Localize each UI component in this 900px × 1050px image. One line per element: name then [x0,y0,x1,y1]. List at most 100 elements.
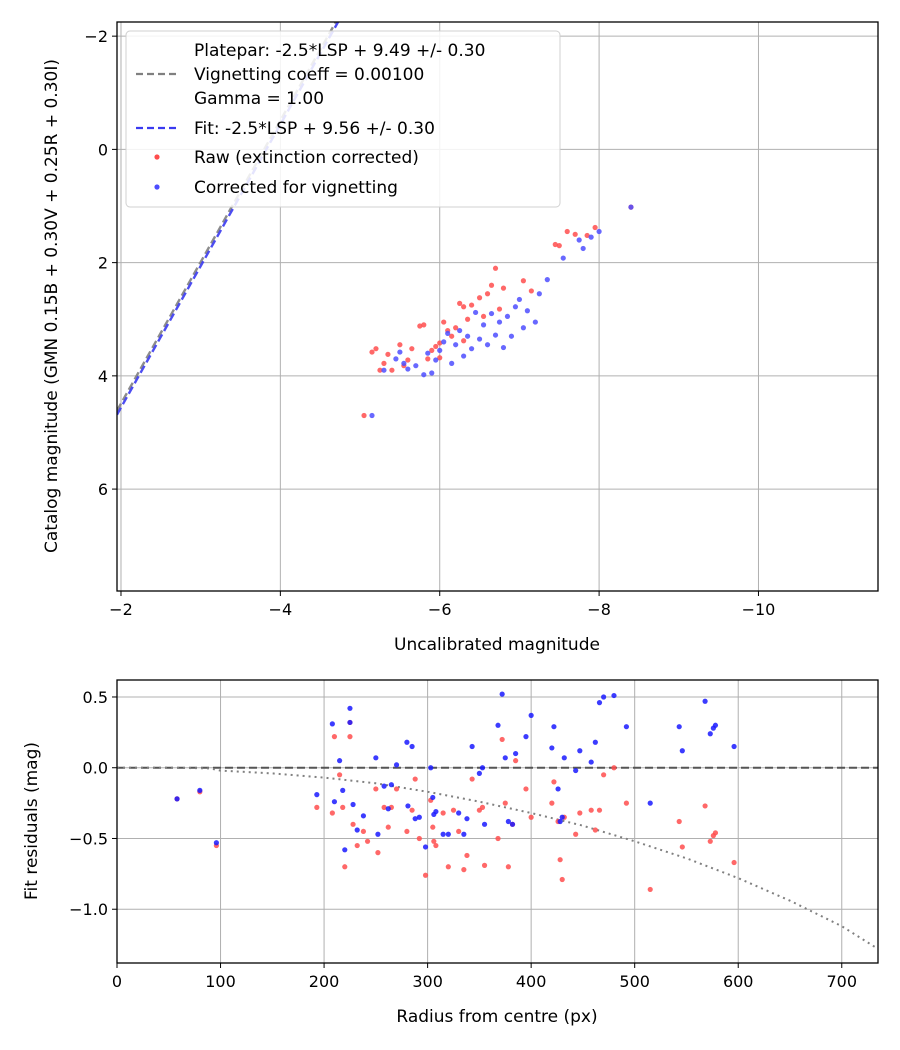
raw-extinction-corrected-point [528,814,534,820]
corrected-for-vignetting-point [174,796,180,802]
raw-extinction-corrected-point [381,804,387,810]
y-tick-label: 2 [98,254,108,273]
raw-extinction-corrected-point [479,804,486,810]
corrected-for-vignetting-point [551,724,557,730]
raw-extinction-corrected-point [416,835,422,842]
raw-extinction-corrected-point [676,818,682,825]
raw-extinction-corrected-point [409,346,415,352]
corrected-for-vignetting-point [495,722,501,728]
corrected-for-vignetting-point [350,801,356,808]
corrected-for-vignetting-point [557,818,563,825]
corrected-for-vignetting-point [488,310,495,317]
x-tick-label: −6 [428,600,452,619]
legend-corrected-label: Corrected for vignetting [194,178,398,198]
raw-extinction-corrected-point [445,864,451,870]
corrected-for-vignetting-point [479,765,486,771]
x-tick-label: 0 [112,972,122,991]
corrected-for-vignetting-point [647,800,653,806]
vignetting-curve [117,766,878,950]
x-tick-label: 700 [826,972,857,991]
raw-extinction-corrected-point [453,325,459,331]
corrected-for-vignetting-point [611,692,617,699]
legend-platepar-label: Platepar: -2.5*LSP + 9.49 +/- 0.30 [194,41,485,61]
raw-extinction-corrected-point [465,316,471,322]
x-tick-label: −2 [109,600,133,619]
raw-extinction-corrected-point [433,343,439,350]
corrected-for-vignetting-point [413,363,419,369]
corrected-for-vignetting-point [509,821,516,827]
top-scatter-points [361,204,634,419]
corrected-for-vignetting-point [342,847,348,853]
corrected-for-vignetting-point [461,353,467,359]
x-tick-label: 400 [516,972,547,991]
raw-extinction-corrected-point [377,367,383,373]
corrected-for-vignetting-point [601,694,607,700]
raw-extinction-corrected-point [461,304,467,310]
corrected-for-vignetting-point [422,844,429,850]
corrected-for-vignetting-point [416,814,422,820]
corrected-for-vignetting-point [580,245,586,252]
raw-extinction-corrected-point [528,288,534,294]
raw-extinction-corrected-point [354,842,360,849]
legend: Platepar: -2.5*LSP + 9.49 +/- 0.30 Vigne… [125,30,561,208]
raw-extinction-corrected-point [373,786,379,792]
raw-extinction-corrected-point [375,850,381,856]
raw-extinction-corrected-point [481,862,488,868]
corrected-for-vignetting-point [404,739,410,745]
raw-extinction-corrected-point [495,835,501,842]
raw-extinction-corrected-point [557,857,563,863]
corrected-for-vignetting-point [412,816,418,822]
corrected-for-vignetting-point [472,309,479,316]
bottom-lines [117,766,878,950]
legend-corrected-marker [154,184,160,190]
raw-extinction-corrected-point [369,349,375,355]
top-y-ticks: −2 0 2 4 6 [84,27,117,499]
raw-extinction-corrected-point [350,821,356,827]
corrected-for-vignetting-point [393,356,399,362]
raw-extinction-corrected-point [552,241,558,248]
corrected-for-vignetting-point [433,357,439,363]
corrected-for-vignetting-point [499,691,505,697]
raw-extinction-corrected-point [731,859,737,866]
corrected-for-vignetting-point [433,808,439,815]
top-plot-frame [116,21,879,592]
corrected-for-vignetting-point [449,360,455,366]
corrected-for-vignetting-point [213,840,219,846]
corrected-for-vignetting-point [465,333,471,339]
raw-extinction-corrected-point [385,351,391,357]
raw-extinction-corrected-point [385,824,391,830]
corrected-for-vignetting-point [504,313,511,320]
corrected-for-vignetting-point [469,743,475,750]
raw-extinction-corrected-point [364,838,371,844]
raw-extinction-corrected-point [488,282,495,288]
corrected-for-vignetting-point [481,821,488,827]
raw-extinction-corrected-point [564,228,570,235]
raw-extinction-corrected-point [397,342,403,348]
x-tick-label: −4 [269,600,293,619]
raw-extinction-corrected-point [417,323,423,329]
bottom-x-axis-label: Radius from centre (px) [396,1007,597,1027]
corrected-for-vignetting-point [453,342,459,348]
raw-extinction-corrected-point [430,824,436,830]
corrected-for-vignetting-point [440,831,446,837]
corrected-for-vignetting-point [428,765,434,771]
corrected-for-vignetting-point [429,370,435,376]
corrected-for-vignetting-point [577,748,583,754]
corrected-for-vignetting-point [445,330,451,336]
raw-extinction-corrected-point [588,807,594,813]
corrected-for-vignetting-point [464,816,470,822]
corrected-for-vignetting-point [576,237,582,243]
raw-extinction-corrected-point [679,844,685,850]
raw-extinction-corrected-point [496,306,503,312]
corrected-for-vignetting-point [555,786,561,792]
legend-fit-label: Fit: -2.5*LSP + 9.56 +/- 0.30 [194,119,435,139]
bottom-chart: 0 100 200 300 400 500 600 700 0.5 0.0 −0.5 −1.0 Ra… [22,679,879,1027]
x-tick-label: 100 [205,972,236,991]
corrected-for-vignetting-point [409,743,415,750]
corrected-for-vignetting-point [360,813,367,819]
corrected-for-vignetting-point [573,767,579,774]
corrected-for-vignetting-point [347,705,353,711]
corrected-for-vignetting-point [197,787,203,793]
raw-extinction-corrected-point [592,827,598,833]
